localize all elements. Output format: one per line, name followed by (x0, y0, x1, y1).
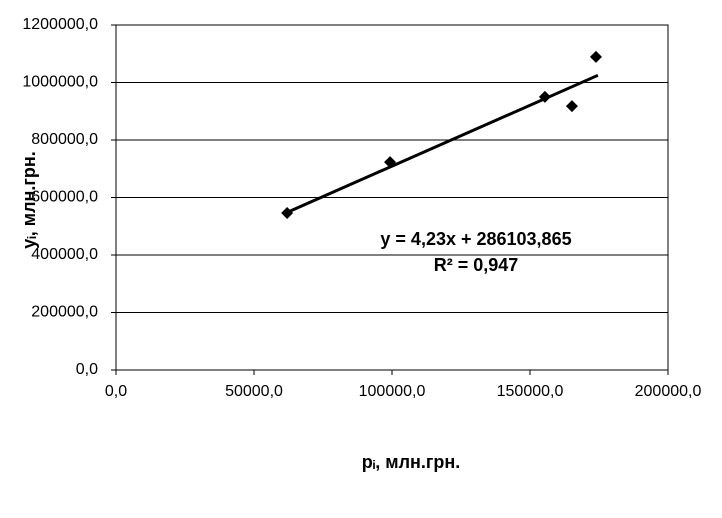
trendline (283, 73, 599, 215)
x-tick-label: 0,0 (105, 383, 127, 400)
y-tick-label: 800000,0 (31, 131, 98, 148)
data-point (589, 50, 602, 63)
y-tick-label: 1200000,0 (22, 16, 98, 33)
data-point (384, 156, 397, 169)
x-tick-label: 200000,0 (635, 383, 702, 400)
y-tick-label: 400000,0 (31, 246, 98, 263)
equation-label: y = 4,23x + 286103,865 (380, 229, 571, 249)
y-tick-label: 1000000,0 (22, 74, 98, 91)
x-tick-label: 50000,0 (225, 383, 283, 400)
y-tick-label: 600000,0 (31, 189, 98, 206)
data-point (538, 90, 551, 103)
x-axis-title: pᵢ, млн.грн. (362, 452, 461, 472)
data-point (281, 207, 294, 220)
y-tick-label: 0,0 (76, 361, 98, 378)
r2-label: R² = 0,947 (434, 255, 519, 275)
x-tick-label: 150000,0 (497, 383, 564, 400)
y-axis-title: yᵢ, млн.грн. (19, 151, 39, 249)
x-tick-label: 100000,0 (359, 383, 426, 400)
y-tick-label: 200000,0 (31, 304, 98, 321)
data-point (565, 100, 578, 113)
